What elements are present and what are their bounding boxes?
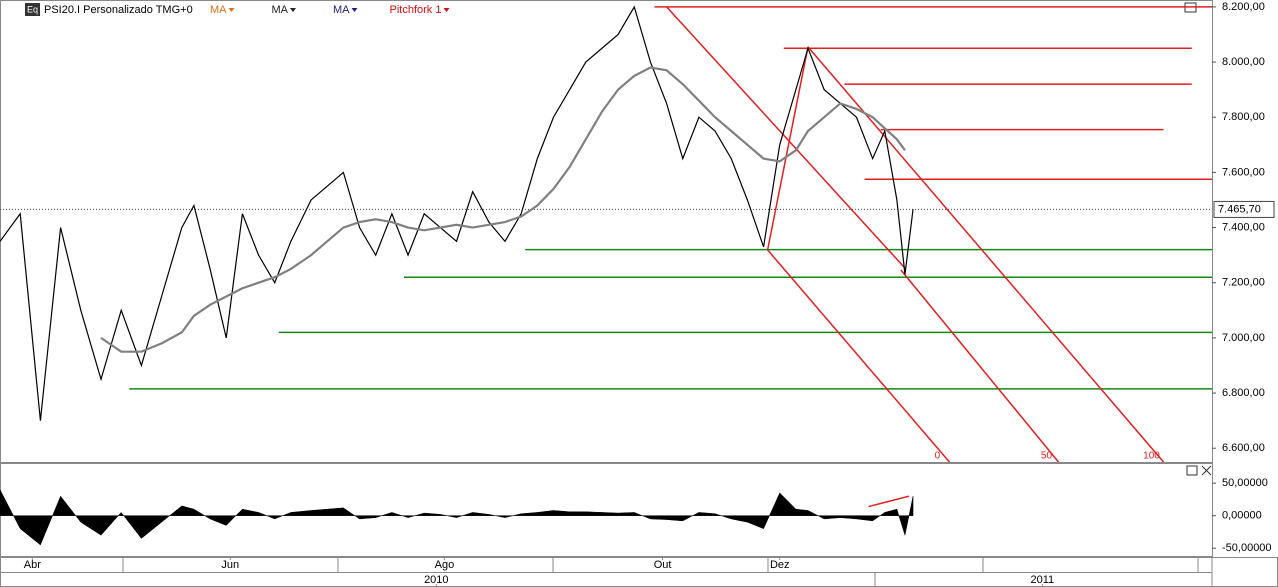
y-tick-label: 0,00000 xyxy=(1222,510,1262,522)
trend-line xyxy=(766,46,809,251)
study-menu-arrow xyxy=(443,8,450,12)
year-label: 2011 xyxy=(1030,574,1054,586)
year-label: 2010 xyxy=(424,574,448,586)
study-label[interactable]: MA xyxy=(333,4,350,16)
study-label[interactable]: Pitchfork 1 xyxy=(390,4,442,16)
y-tick-label: 6.600,00 xyxy=(1222,442,1265,454)
symbol-name[interactable]: PSI20.I Personalizado TMG+0 xyxy=(44,4,193,16)
trend-line xyxy=(666,6,906,269)
close-indicator-button[interactable] xyxy=(1201,465,1212,476)
x-tick-label: Abr xyxy=(24,559,41,571)
y-tick-label: 7.800,00 xyxy=(1222,111,1265,123)
y-tick-label: 8.200,00 xyxy=(1222,1,1265,13)
y-tick-label: 7.400,00 xyxy=(1222,221,1265,233)
pitchfork-label: 50 xyxy=(1041,451,1053,462)
trend-line xyxy=(767,249,950,463)
x-tick-label: Ago xyxy=(435,559,455,571)
y-tick-label: -50,00000 xyxy=(1222,542,1272,554)
price-line xyxy=(0,5,914,421)
x-tick-label: Dez xyxy=(770,559,790,571)
y-tick-label: 6.800,00 xyxy=(1222,387,1265,399)
oscillator-area xyxy=(0,489,914,546)
y-tick-label: 8.000,00 xyxy=(1222,56,1265,68)
price-panel xyxy=(0,0,1213,463)
x-tick-label: Jun xyxy=(221,559,239,571)
symbol-icon-label: Eq xyxy=(27,4,38,14)
y-tick-label: 7.000,00 xyxy=(1222,332,1265,344)
trend-line xyxy=(807,46,1165,463)
last-price-box xyxy=(1213,200,1275,218)
pitchfork-label: 0 xyxy=(935,451,941,462)
month-separators xyxy=(122,557,1213,587)
trend-line xyxy=(868,495,910,508)
study-menu-arrow xyxy=(290,8,296,12)
x-tick-label: Out xyxy=(654,559,672,571)
maximize-indicator-button[interactable] xyxy=(1186,465,1198,476)
moving-average xyxy=(100,66,906,353)
symbol-icon[interactable] xyxy=(25,3,40,16)
trend-line xyxy=(900,269,1060,463)
y-tick-label: 7.200,00 xyxy=(1222,277,1265,289)
y-tick-label: 50,00000 xyxy=(1222,477,1268,489)
pitchfork-label: 100 xyxy=(1143,451,1160,462)
last-price-label: 7.465,70 xyxy=(1218,203,1261,215)
study-menu-arrow xyxy=(351,8,358,12)
study-label[interactable]: MA xyxy=(272,4,289,16)
y-tick-label: 7.600,00 xyxy=(1222,166,1265,178)
study-label[interactable]: MA xyxy=(210,4,227,16)
study-menu-arrow xyxy=(228,8,235,12)
